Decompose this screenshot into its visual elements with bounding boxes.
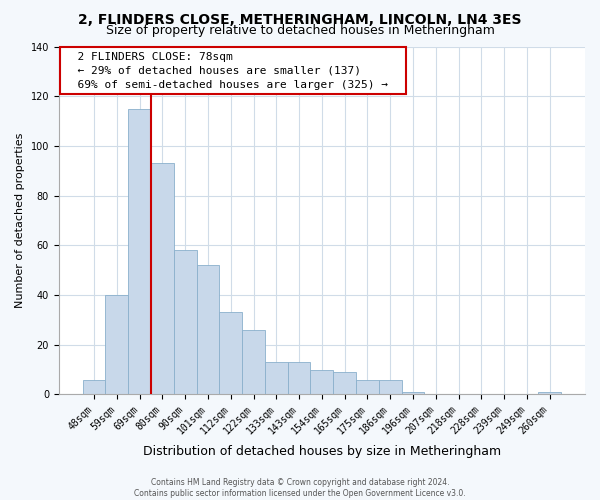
X-axis label: Distribution of detached houses by size in Metheringham: Distribution of detached houses by size … — [143, 444, 501, 458]
Bar — [288, 362, 310, 394]
Bar — [106, 295, 128, 394]
Y-axis label: Number of detached properties: Number of detached properties — [15, 133, 25, 308]
Bar — [197, 265, 220, 394]
Bar — [310, 370, 333, 394]
Bar — [379, 380, 401, 394]
Bar — [151, 164, 174, 394]
Bar — [401, 392, 424, 394]
Bar — [538, 392, 561, 394]
Text: 2, FLINDERS CLOSE, METHERINGHAM, LINCOLN, LN4 3ES: 2, FLINDERS CLOSE, METHERINGHAM, LINCOLN… — [78, 12, 522, 26]
Bar — [83, 380, 106, 394]
Bar — [128, 108, 151, 395]
Bar — [265, 362, 288, 394]
Text: 2 FLINDERS CLOSE: 78sqm  
  ← 29% of detached houses are smaller (137)  
  69% o: 2 FLINDERS CLOSE: 78sqm ← 29% of detache… — [64, 52, 401, 90]
Bar — [220, 312, 242, 394]
Text: Size of property relative to detached houses in Metheringham: Size of property relative to detached ho… — [106, 24, 494, 37]
Bar — [333, 372, 356, 394]
Bar — [174, 250, 197, 394]
Bar — [242, 330, 265, 394]
Text: Contains HM Land Registry data © Crown copyright and database right 2024.
Contai: Contains HM Land Registry data © Crown c… — [134, 478, 466, 498]
Bar — [356, 380, 379, 394]
